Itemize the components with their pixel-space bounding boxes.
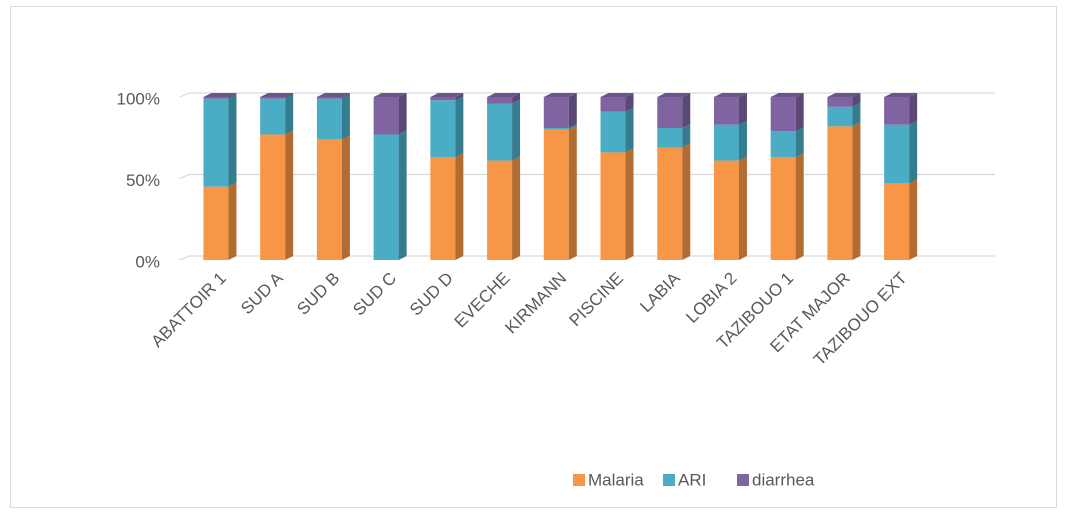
bar-segment	[487, 99, 521, 161]
bar-segment	[260, 130, 294, 260]
bar-segment	[600, 148, 634, 260]
bar-segment	[543, 123, 577, 130]
bar-segment	[203, 93, 237, 99]
bar-segment	[827, 93, 861, 107]
plot-area: 0%50%100%ABATTOIR 1 SUD A SUD B SUD C SUD DE…	[117, 89, 995, 369]
bar-segment	[657, 93, 691, 128]
y-tick-label: 50%	[126, 171, 160, 190]
legend-swatch	[737, 474, 749, 486]
bar-segment	[657, 143, 691, 260]
bar-segment	[770, 153, 804, 260]
bar-segment	[203, 182, 237, 260]
legend-swatch	[573, 474, 585, 486]
legend-label: Malaria	[588, 470, 644, 489]
bar-segment	[827, 102, 861, 127]
bar-segment	[373, 130, 407, 260]
bar-segment	[430, 96, 464, 158]
bar-segment	[713, 120, 747, 161]
bar-segment	[430, 93, 464, 101]
bar-segment	[316, 135, 350, 260]
bar-segment	[884, 93, 918, 125]
bar-segment	[713, 156, 747, 260]
legend: Malaria ARI diarrhea	[573, 470, 815, 489]
bar-segment	[600, 93, 634, 112]
bar-segment	[260, 94, 294, 135]
bar-segment	[430, 153, 464, 260]
bar-segment	[770, 127, 804, 158]
bar-segment	[373, 93, 407, 135]
bar-segment	[657, 123, 691, 148]
chart-frame	[10, 6, 1057, 508]
legend-swatch	[663, 474, 675, 486]
y-tick-label: 100%	[117, 89, 160, 108]
bar-segment	[487, 93, 521, 104]
bar-segment	[770, 93, 804, 132]
legend-label: diarrhea	[752, 470, 815, 489]
bar-segment	[543, 93, 577, 128]
bar-segment	[884, 120, 918, 184]
bar-segment	[884, 179, 918, 260]
legend-label: ARI	[678, 470, 706, 489]
y-tick-label: 0%	[135, 252, 160, 271]
bar-segment	[316, 93, 350, 99]
bar-segment	[827, 122, 861, 260]
bar-segment	[487, 156, 521, 260]
bar-segment	[260, 93, 294, 99]
bar-segment	[543, 125, 577, 260]
bar-segment	[713, 93, 747, 125]
bar-segment	[316, 94, 350, 140]
bar-segment	[203, 94, 237, 187]
bar-segment	[600, 107, 634, 153]
